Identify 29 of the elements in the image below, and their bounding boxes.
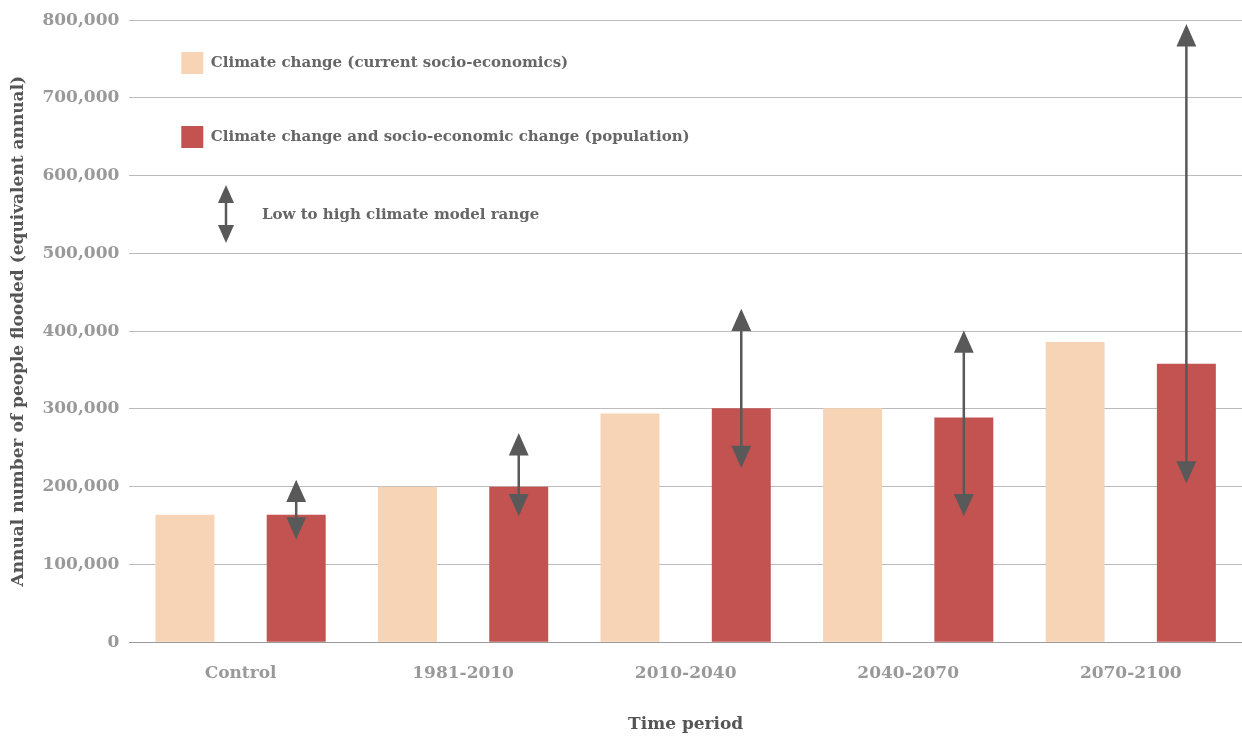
- x-tick-label: Control: [204, 661, 278, 682]
- x-tick-label: 2010-2040: [634, 661, 737, 682]
- legend-label: Climate change (current socio-economics): [210, 52, 569, 71]
- bar: [711, 408, 771, 642]
- bar: [377, 486, 437, 642]
- y-tick-label: 500,000: [42, 241, 120, 262]
- x-axis-title: Time period: [628, 713, 744, 734]
- y-axis-title: Annual number of people flooded (equivalent annual): [6, 75, 27, 588]
- x-tick-label: 2070-2100: [1079, 661, 1182, 682]
- bar: [155, 514, 215, 642]
- y-tick-label: 200,000: [42, 475, 120, 496]
- annotation: Low to high climate model range: [262, 205, 540, 223]
- legend-label: Climate change and socio-economic change (population): [210, 126, 690, 145]
- y-tick-label: 700,000: [42, 86, 120, 107]
- x-tick-label: 1981-2010: [412, 661, 515, 682]
- bar: [823, 408, 883, 642]
- y-tick-label: 800,000: [42, 8, 120, 29]
- bar: [1156, 363, 1216, 642]
- bar: [266, 514, 326, 642]
- bar: [489, 486, 549, 642]
- y-tick-label: 400,000: [42, 319, 120, 340]
- y-tick-label: 600,000: [42, 164, 120, 185]
- y-tick-label: 0: [107, 630, 120, 651]
- bar: [600, 413, 660, 642]
- y-tick-label: 100,000: [42, 552, 120, 573]
- y-tick-label: 300,000: [42, 397, 120, 418]
- x-tick-label: 2040-2070: [857, 661, 960, 682]
- bar: [934, 417, 994, 642]
- bar: [1045, 342, 1105, 642]
